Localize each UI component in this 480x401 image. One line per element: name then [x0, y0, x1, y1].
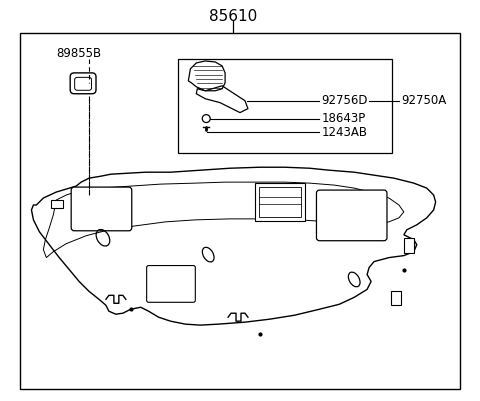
FancyBboxPatch shape	[71, 187, 132, 231]
Text: 92756D: 92756D	[322, 94, 368, 107]
Bar	[20, 33, 460, 389]
FancyBboxPatch shape	[70, 73, 96, 94]
Bar	[255, 183, 304, 221]
Bar	[404, 238, 414, 253]
FancyBboxPatch shape	[147, 265, 195, 302]
Text: 1243AB: 1243AB	[322, 126, 367, 139]
Bar	[391, 292, 401, 305]
Text: 89855B: 89855B	[57, 47, 102, 60]
Text: 85610: 85610	[209, 9, 257, 24]
FancyBboxPatch shape	[316, 190, 387, 241]
Text: 92750A: 92750A	[401, 94, 446, 107]
Bar	[51, 200, 63, 208]
Bar	[259, 187, 300, 217]
FancyBboxPatch shape	[75, 77, 92, 90]
Bar	[179, 59, 392, 153]
Text: 18643P: 18643P	[322, 112, 366, 125]
